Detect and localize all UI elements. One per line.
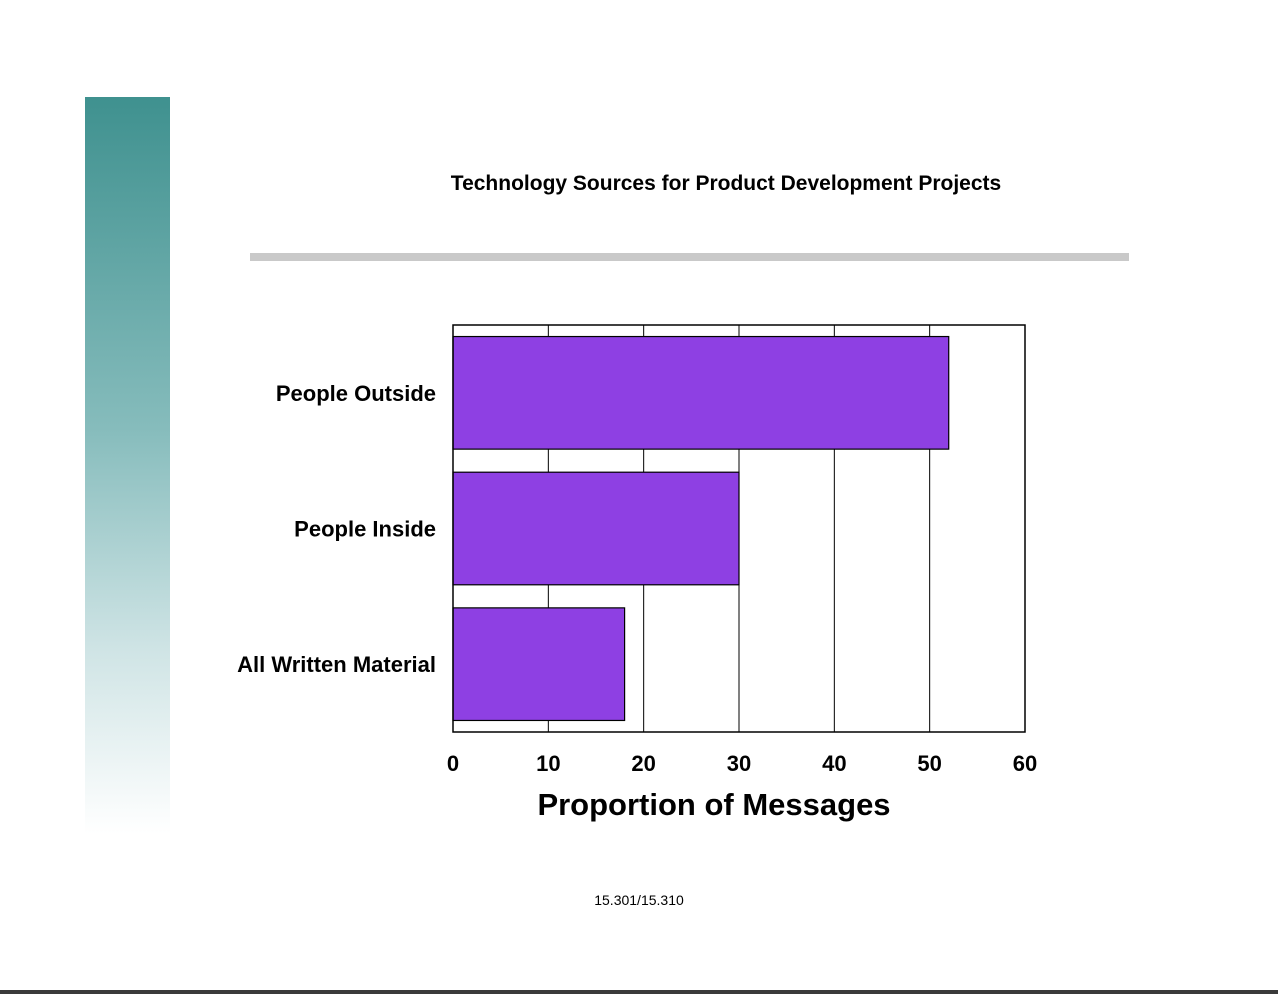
x-tick-label: 30 [727, 751, 751, 776]
plot-frame [452, 324, 1026, 733]
x-axis-title: Proportion of Messages [537, 787, 890, 822]
category-labels: People Outside People Inside All Written M… [237, 381, 436, 677]
category-label: All Written Material [237, 652, 436, 677]
x-tick-label: 40 [822, 751, 846, 776]
x-tick-label: 20 [631, 751, 655, 776]
decorative-side-bar [85, 97, 170, 834]
x-tick-labels: 0 10 20 30 40 50 60 [447, 751, 1037, 776]
title-divider [250, 253, 1129, 261]
slide-title: Technology Sources for Product Developme… [450, 172, 1002, 195]
category-label: People Outside [276, 381, 436, 406]
bar [452, 335, 950, 450]
category-label: People Inside [294, 517, 436, 542]
bar [452, 471, 740, 586]
footer-course-code: 15.301/15.310 [594, 892, 684, 908]
bar [452, 607, 626, 722]
bottom-border [0, 990, 1278, 994]
x-tick-label: 60 [1013, 751, 1037, 776]
x-tick-label: 10 [536, 751, 560, 776]
x-tick-label: 50 [917, 751, 941, 776]
chart-bars [452, 335, 950, 722]
x-tick-label: 0 [447, 751, 459, 776]
